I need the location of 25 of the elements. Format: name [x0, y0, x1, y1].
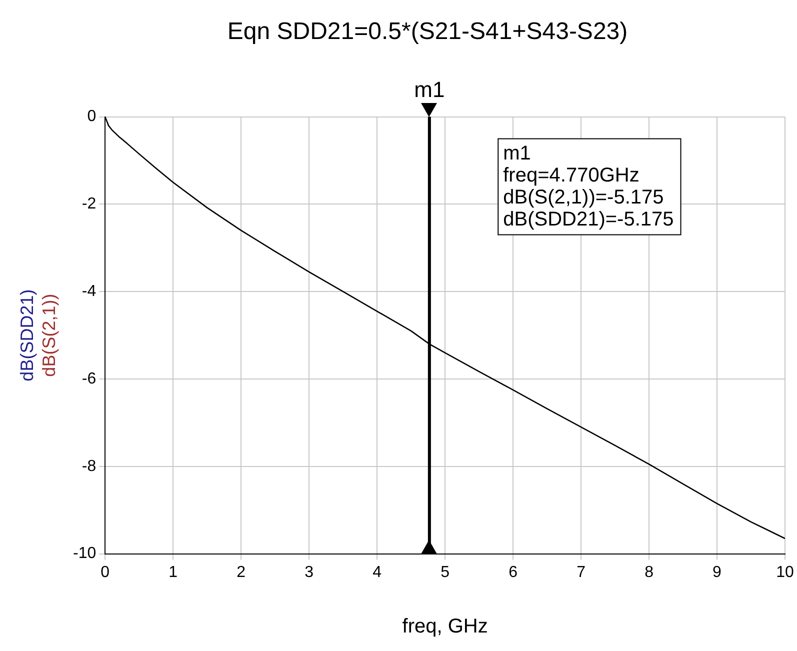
y-axis-title: dB(SDD21) dB(S(2,1)): [16, 289, 59, 382]
x-tick-label: 2: [236, 564, 246, 581]
x-tick-label: 3: [304, 564, 314, 581]
annotation: dB(SDD21)=-5.175: [503, 208, 674, 230]
x-tick-label: 1: [168, 564, 178, 581]
y-tick-label: -4: [82, 283, 96, 300]
x-tick-label: 9: [712, 564, 722, 581]
annotation: freq=4.770GHz: [503, 164, 640, 186]
y-tick-label: 0: [87, 108, 96, 126]
y-tick-label: -10: [73, 545, 96, 562]
x-tick-label: 0: [100, 564, 110, 581]
y-tick-label: -6: [82, 370, 96, 388]
x-tick-label: 5: [440, 564, 450, 581]
annotation: dB(S(2,1))=-5.175: [503, 186, 664, 208]
y-tick-label: -2: [82, 196, 96, 213]
ref-line-label: m1: [414, 76, 445, 102]
x-tick-label: 6: [508, 564, 518, 581]
x-tick-label: 7: [576, 564, 586, 581]
x-tick-label: 4: [372, 564, 382, 581]
x-tick-label: 10: [776, 564, 794, 581]
x-tick-label: 8: [644, 564, 654, 581]
chart-title: Eqn SDD21=0.5*(S21-S41+S43-S23): [227, 18, 628, 46]
x-axis-title: freq, GHz: [402, 616, 488, 638]
annotation: m1: [503, 142, 531, 164]
y-tick-label: -8: [82, 458, 96, 475]
